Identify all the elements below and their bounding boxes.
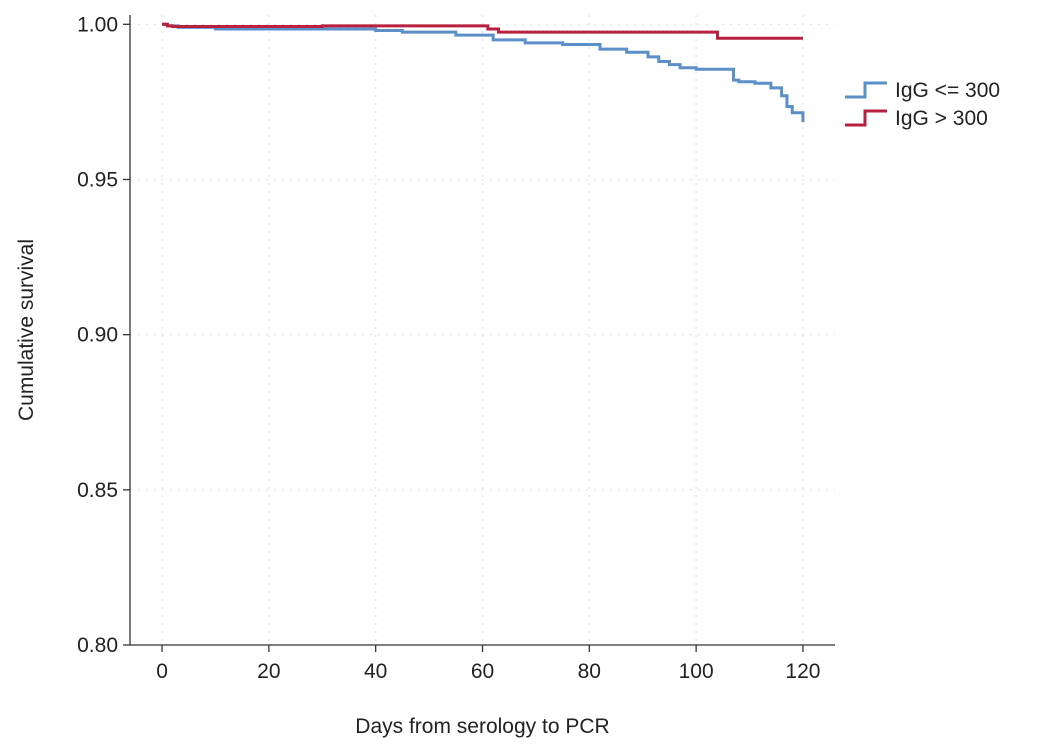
series-line-igg-low	[162, 22, 805, 123]
series-line-igg-high	[162, 22, 803, 40]
x-tick-label: 80	[578, 660, 601, 683]
legend-label: IgG <= 300	[895, 79, 1000, 102]
legend-label: IgG > 300	[895, 107, 988, 130]
y-axis-title: Cumulative survival	[15, 239, 38, 421]
y-tick-label: 0.90	[77, 324, 118, 347]
x-tick-label: 20	[257, 660, 280, 683]
series-lines	[162, 22, 805, 123]
legend-swatch	[845, 109, 887, 127]
axes	[129, 15, 835, 646]
x-tick-label: 0	[156, 660, 168, 683]
legend-swatch	[845, 81, 887, 99]
legend: IgG <= 300 IgG > 300	[845, 79, 1000, 130]
y-tick-label: 0.80	[77, 634, 118, 657]
x-tick-label: 120	[785, 660, 820, 683]
x-tick-label: 100	[679, 660, 714, 683]
y-tick-label: 0.85	[77, 479, 118, 502]
x-tick-label: 40	[364, 660, 387, 683]
x-axis-title: Days from serology to PCR	[355, 715, 609, 738]
x-tick-label: 60	[471, 660, 494, 683]
y-tick-label: 1.00	[77, 13, 118, 36]
y-tick-label: 0.95	[77, 168, 118, 191]
grid-lines	[130, 15, 835, 645]
tick-labels: 0.80 0.85 0.90 0.95 1.00 0 20 40 60 80 100 120	[77, 13, 820, 683]
